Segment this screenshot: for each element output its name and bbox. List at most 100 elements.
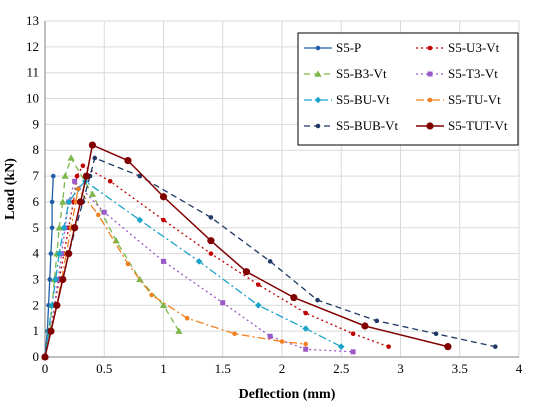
- x-tick-label: 1: [160, 361, 167, 376]
- data-point: [41, 353, 49, 361]
- data-point: [303, 341, 309, 347]
- data-point: [88, 141, 96, 149]
- data-point: [427, 97, 433, 103]
- legend-label: S5-U3-Vt: [448, 40, 500, 55]
- data-point: [374, 318, 380, 324]
- data-point: [55, 224, 63, 231]
- legend-label: S5-TUT-Vt: [448, 118, 508, 133]
- y-tick-label: 10: [26, 91, 39, 106]
- data-point: [55, 250, 63, 257]
- data-point: [52, 276, 59, 283]
- data-point: [75, 186, 81, 192]
- data-point: [361, 322, 369, 330]
- data-point: [82, 172, 91, 180]
- data-point: [427, 45, 433, 51]
- data-point: [426, 122, 434, 130]
- data-point: [255, 282, 261, 287]
- x-tick-label: 2: [279, 361, 286, 376]
- data-point: [267, 333, 273, 339]
- y-tick-label: 2: [33, 297, 40, 312]
- data-point: [242, 268, 251, 276]
- legend-item: S5-P: [304, 40, 361, 55]
- data-point: [302, 325, 309, 332]
- data-point: [73, 199, 79, 205]
- legend-item: S5-B3-Vt: [304, 66, 387, 81]
- data-point: [53, 301, 61, 309]
- y-tick-label: 12: [26, 39, 39, 54]
- series-line: [44, 180, 342, 358]
- legend-item: S5-BU-Vt: [304, 92, 390, 107]
- data-point: [184, 315, 190, 321]
- legend-label: S5-BUB-Vt: [336, 118, 399, 133]
- x-axis-label: Deflection (mm): [239, 387, 336, 402]
- data-point: [337, 343, 345, 350]
- y-tick-label: 7: [33, 168, 40, 183]
- data-point: [50, 173, 56, 179]
- data-point: [92, 155, 98, 161]
- data-point: [314, 96, 322, 104]
- x-tick-label: 4: [516, 361, 523, 376]
- data-point: [232, 331, 237, 337]
- data-point: [101, 209, 107, 215]
- data-point: [49, 199, 55, 205]
- legend-label: S5-T3-Vt: [448, 66, 498, 81]
- data-point: [80, 163, 86, 169]
- data-point: [255, 302, 262, 309]
- legend-label: S5-BU-Vt: [336, 92, 390, 107]
- y-tick-label: 6: [33, 194, 40, 209]
- series-layer: [41, 141, 498, 361]
- data-point: [493, 344, 498, 349]
- y-tick-label: 5: [33, 220, 40, 235]
- series-line: [44, 156, 180, 358]
- data-point: [72, 178, 78, 184]
- data-point: [159, 301, 168, 309]
- data-point: [161, 217, 166, 223]
- data-point: [49, 225, 55, 231]
- legend-box: [297, 32, 519, 146]
- data-point: [267, 259, 273, 264]
- series-line: [44, 176, 54, 358]
- data-point: [314, 70, 322, 77]
- y-tick-label: 13: [26, 13, 39, 28]
- data-point: [386, 344, 391, 349]
- data-point: [136, 216, 144, 224]
- legend-item: S5-U3-Vt: [416, 40, 500, 55]
- series-line: [44, 157, 496, 358]
- data-point: [65, 198, 72, 206]
- data-point: [315, 297, 320, 303]
- legend-item: S5-T3-Vt: [416, 66, 498, 81]
- data-point: [195, 258, 203, 265]
- data-point: [65, 250, 73, 258]
- data-point: [137, 173, 143, 179]
- y-tick-label: 1: [33, 323, 40, 338]
- data-point: [159, 193, 168, 201]
- data-point: [125, 261, 131, 267]
- data-point: [433, 331, 439, 337]
- x-tick-label: 3.5: [452, 361, 468, 376]
- data-point: [47, 327, 55, 335]
- data-point: [96, 212, 101, 218]
- data-point: [61, 172, 69, 179]
- data-point: [74, 173, 80, 179]
- legend-label: S5-TU-Vt: [448, 92, 501, 107]
- data-point: [175, 327, 183, 334]
- data-point: [47, 277, 53, 282]
- legend-item: S5-BUB-Vt: [304, 118, 399, 133]
- y-tick-label: 11: [26, 65, 39, 80]
- data-point: [279, 339, 285, 344]
- legend-item: S5-TUT-Vt: [416, 118, 508, 133]
- data-point: [220, 300, 226, 306]
- y-tick-label: 0: [33, 349, 40, 364]
- y-tick-label: 4: [33, 246, 40, 261]
- x-tick-label: 0: [42, 361, 49, 376]
- y-tick-label: 8: [33, 142, 40, 157]
- x-tick-label: 3: [397, 361, 404, 376]
- y-axis-label: Load (kN): [3, 158, 18, 220]
- series-line: [44, 143, 449, 358]
- data-point: [315, 123, 321, 129]
- y-tick-label: 3: [33, 271, 40, 286]
- data-point: [303, 310, 309, 316]
- data-point: [350, 349, 356, 355]
